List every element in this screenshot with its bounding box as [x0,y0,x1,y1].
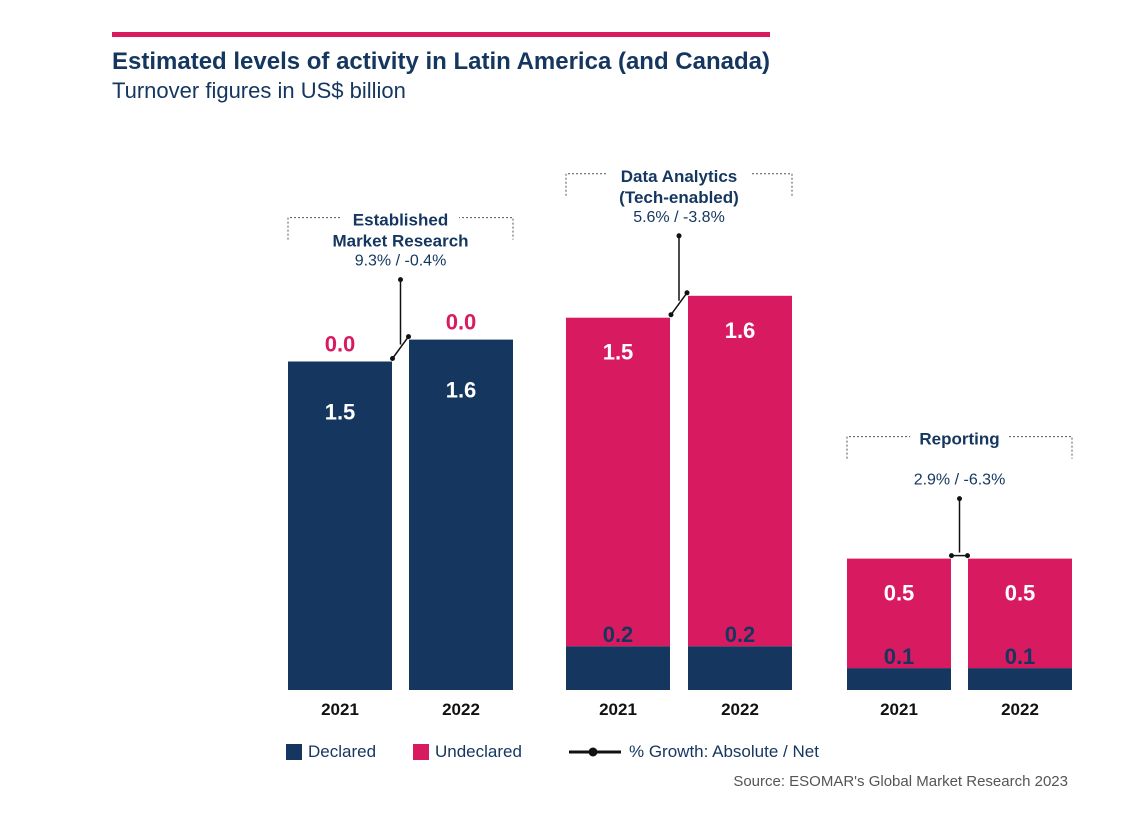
data-label-undeclared: 0.0 [325,332,356,357]
category-label-bg [606,165,752,187]
growth-dot-right [965,553,970,559]
source-note: Source: ESOMAR's Global Market Research … [733,773,1068,790]
legend-item-growth: % Growth: Absolute / Net [567,741,819,763]
category-bracket [846,436,1073,459]
data-label-undeclared: 1.5 [603,340,634,365]
data-label-declared: 0.1 [1005,644,1036,669]
category-label-bg [341,209,460,231]
category-label: Established [353,211,448,230]
legend-label-growth: % Growth: Absolute / Net [629,742,819,761]
growth-connector-link [670,292,688,316]
legend-label-undeclared: Undeclared [435,742,522,761]
category-label-bg [606,186,752,208]
growth-dot-top [676,233,682,239]
x-tick-label: 2021 [599,700,637,719]
growth-connector-link [391,336,410,359]
growth-dot-left [390,356,395,361]
bar-declared [566,646,670,690]
bar-declared [847,668,951,690]
data-label-undeclared: 1.6 [725,318,756,343]
category-bracket [287,217,514,240]
bar-declared [688,646,792,690]
legend-item-declared: Declared [286,741,376,763]
bar-declared [288,361,392,690]
x-tick-label: 2022 [442,700,480,719]
title-accent-bar [112,32,770,37]
data-label-undeclared: 0.5 [884,581,915,606]
legend-swatch-declared [286,744,302,760]
growth-line-icon [569,747,621,757]
category-label: Market Research [332,232,468,251]
x-tick-label: 2021 [321,700,359,719]
category-label: (Tech-enabled) [619,188,739,207]
bar-undeclared [688,295,792,647]
legend-item-undeclared: Undeclared [413,741,522,763]
data-label-declared: 1.5 [325,400,356,425]
x-tick-label: 2022 [721,700,759,719]
bar-declared [409,339,513,690]
x-tick-label: 2022 [1001,700,1039,719]
chart-title: Estimated levels of activity in Latin Am… [112,48,770,75]
bar-undeclared [566,317,670,647]
legend-label-declared: Declared [308,742,377,761]
data-label-declared: 0.2 [603,622,634,647]
growth-dot-top [957,496,962,502]
x-tick-label: 2021 [880,700,918,719]
data-label-declared: 0.2 [725,622,756,647]
legend-swatch-undeclared [413,744,429,760]
data-label-undeclared: 0.5 [1005,581,1036,606]
category-label: Reporting [919,430,999,449]
data-label-undeclared: 0.0 [446,310,477,335]
growth-dot-left [668,312,674,318]
growth-label: 9.3% / -0.4% [355,253,447,270]
growth-dot-right [684,290,690,296]
category-label-bg [910,428,1009,450]
bar-undeclared [847,558,951,669]
category-label-bg [323,230,478,252]
category-label: Data Analytics [621,167,738,186]
data-label-declared: 0.1 [884,644,915,669]
bar-declared [968,668,1072,690]
growth-dot-top [398,277,403,283]
data-label-declared: 1.6 [446,378,477,403]
chart-subtitle: Turnover figures in US$ billion [112,78,406,103]
growth-label: 5.6% / -3.8% [633,209,725,226]
growth-dot-right [406,334,411,340]
bar-undeclared [968,558,1072,669]
growth-dot-left [949,553,954,559]
growth-label: 2.9% / -6.3% [914,472,1006,489]
